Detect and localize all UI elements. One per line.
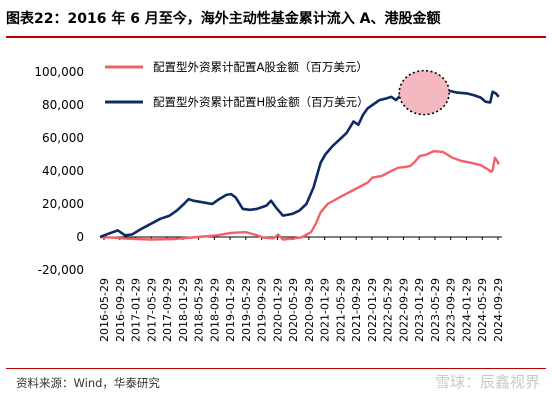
x-tick-label: 2021-05-29: [334, 278, 347, 342]
y-axis: -20,000 0 20,000 40,000 60,000 80,000 100,000: [34, 65, 84, 277]
x-tick-label: 2018-05-29: [193, 278, 206, 342]
source-note: 资料来源：Wind，华泰研究: [16, 376, 160, 390]
x-tick-label: 2024-09-29: [492, 278, 505, 342]
x-tick-label: 2018-01-29: [177, 278, 190, 342]
y-tick-label: 0: [76, 230, 84, 244]
x-tick-label: 2018-09-29: [208, 278, 221, 342]
y-tick-label: 40,000: [42, 164, 84, 178]
x-tick-label: 2017-01-29: [130, 278, 143, 342]
x-tick-label: 2022-09-29: [397, 278, 410, 342]
chart-title: 图表22：2016 年 6 月至今，海外主动性基金累计流入 A、港股金额: [6, 11, 441, 27]
x-tick-label: 2023-01-29: [413, 278, 426, 342]
x-tick-label: 2020-09-29: [303, 278, 316, 342]
legend-label-h: 配置型外资累计配置H股金额（百万美元）: [153, 95, 369, 109]
highlight-circle: [398, 69, 451, 116]
x-tick-label: 2019-01-29: [224, 278, 237, 342]
x-tick-label: 2017-05-29: [145, 278, 158, 342]
legend-label-a: 配置型外资累计配置A股金额（百万美元）: [153, 60, 368, 74]
y-tick-label: 80,000: [42, 98, 84, 112]
x-tick-label: 2017-09-29: [161, 278, 174, 342]
x-tick-label: 2022-05-29: [382, 278, 395, 342]
y-tick-label: 60,000: [42, 131, 84, 145]
x-tick-label: 2019-05-29: [240, 278, 253, 342]
y-tick-label: 100,000: [34, 65, 84, 79]
x-tick-label: 2021-09-29: [350, 278, 363, 342]
series-layer: [99, 69, 500, 241]
y-tick-label: -20,000: [38, 263, 84, 277]
x-tick-label: 2022-01-29: [366, 278, 379, 342]
title-rule: [6, 36, 546, 38]
x-axis: 2016-05-29 2016-09-29 2017-01-29 2017-05-29…: [98, 236, 505, 342]
watermark: 雪球：辰鑫视界: [434, 373, 540, 391]
x-tick-label: 2016-09-29: [114, 278, 127, 342]
x-tick-label: 2024-01-29: [460, 278, 473, 342]
footer-rule: [6, 368, 546, 369]
x-tick-label: 2024-05-29: [476, 278, 489, 342]
series-line-a: [99, 150, 500, 241]
x-tick-label: 2019-09-29: [256, 278, 269, 342]
legend: 配置型外资累计配置A股金额（百万美元） 配置型外资累计配置H股金额（百万美元）: [105, 60, 369, 109]
x-tick-label: 2016-05-29: [98, 278, 111, 342]
x-tick-label: 2023-09-29: [445, 278, 458, 342]
y-tick-label: 20,000: [42, 197, 84, 211]
x-tick-label: 2020-05-29: [287, 278, 300, 342]
x-tick-label: 2021-01-29: [319, 278, 332, 342]
x-tick-label: 2020-01-29: [271, 278, 284, 342]
x-tick-label: 2023-05-29: [429, 278, 442, 342]
